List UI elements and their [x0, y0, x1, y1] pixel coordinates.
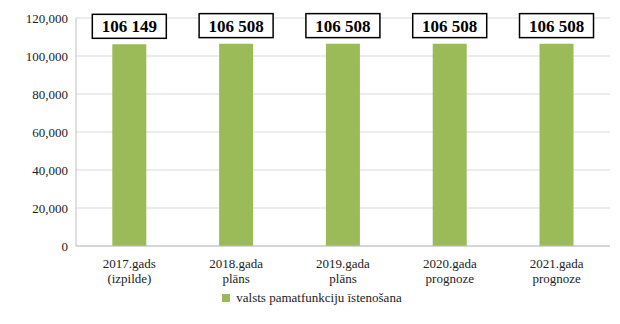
svg-text:106 149: 106 149: [102, 17, 157, 36]
svg-text:120,000: 120,000: [26, 11, 68, 26]
svg-text:80,000: 80,000: [32, 87, 68, 102]
svg-text:106 508: 106 508: [208, 17, 263, 36]
svg-text:2018.gadaplāns: 2018.gadaplāns: [209, 256, 263, 286]
svg-text:40,000: 40,000: [32, 163, 68, 178]
svg-text:60,000: 60,000: [32, 125, 68, 140]
svg-text:2021.gadaprognoze: 2021.gadaprognoze: [530, 256, 584, 286]
svg-text:2017.gads(izpilde): 2017.gads(izpilde): [103, 256, 156, 286]
svg-text:0: 0: [62, 239, 69, 254]
svg-text:106 508: 106 508: [315, 17, 370, 36]
svg-text:2019.gadaplāns: 2019.gadaplāns: [316, 256, 370, 286]
svg-text:106 508: 106 508: [422, 17, 477, 36]
html-text:valsts pamatfunkciju īstenošan: valsts pamatfunkciju īstenošana: [236, 290, 402, 305]
svg-text:106 508: 106 508: [529, 17, 584, 36]
svg-text:20,000: 20,000: [32, 201, 68, 216]
svg-text:2020.gadaprognoze: 2020.gadaprognoze: [423, 256, 477, 286]
svg-text:100,000: 100,000: [26, 49, 68, 64]
